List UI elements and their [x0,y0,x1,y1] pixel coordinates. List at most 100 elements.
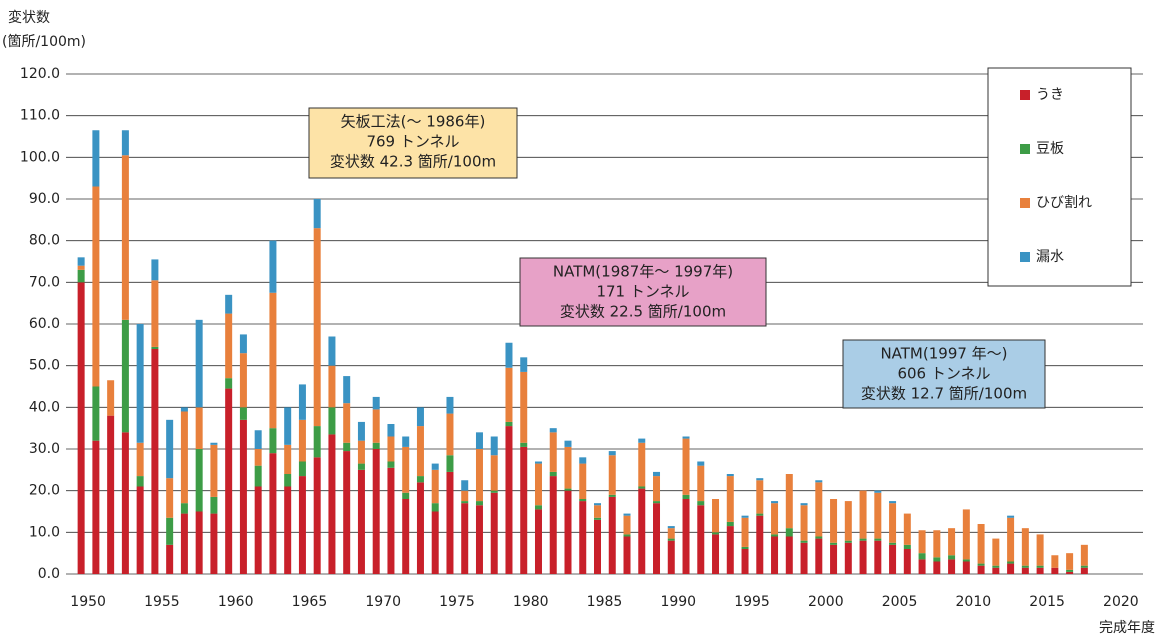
bar-segment [372,449,380,574]
bar-segment [962,509,970,560]
bar-segment [239,353,247,408]
bar-segment [210,496,218,514]
y-tick-label: 50.0 [29,358,60,374]
bar-segment [136,486,144,574]
x-tick-label: 1980 [513,594,549,610]
bar-segment [844,501,852,541]
bar-segment [859,538,867,541]
bar-segment [534,505,542,510]
bar-segment [446,413,454,456]
bar-segment [889,503,897,543]
x-tick-label: 2015 [1029,594,1065,610]
bar-segment [475,432,483,449]
annotation-text: NATM(1987年〜 1997年) [553,263,733,281]
bar-segment [903,513,911,545]
bar-segment [284,444,292,474]
bar-segment [416,407,424,427]
bar-segment [387,467,395,574]
bar-segment [830,544,838,574]
x-tick-label: 1950 [70,594,106,610]
bar-segment [771,503,779,535]
bar-segment [343,442,351,452]
bar-segment [166,419,174,479]
y-axis-label: 変状数 [8,9,50,26]
bar-segment [579,499,587,502]
bar-segment [225,388,233,574]
bar-segment [741,517,749,547]
bar-segment [151,280,159,347]
bar-segment [121,319,129,433]
bar-segment [269,292,277,429]
bar-segment [92,440,100,574]
bar-segment [136,442,144,477]
bar-segment [77,265,85,270]
bar-segment [387,424,395,437]
bar-segment [682,494,690,499]
bar-segment [328,407,336,435]
bar-segment [180,407,188,412]
bar-segment [815,482,823,537]
bar-segment [490,455,498,491]
bar-segment [461,490,469,502]
bar-segment [298,461,306,477]
bar-segment [741,515,749,518]
bar-segment [505,426,513,574]
y-tick-label: 110.0 [20,108,60,124]
bar-segment [564,488,572,491]
bar-segment [667,526,675,529]
bar-segment [225,294,233,314]
bar-segment [830,542,838,545]
bar-segment [77,282,85,574]
bar-segment [180,411,188,504]
bar-segment [520,357,528,372]
bar-segment [977,524,985,564]
bar-segment [623,515,631,535]
bar-segment [520,442,528,447]
bar-segment [313,199,321,229]
bar-segment [785,528,793,537]
legend-label: うき [1036,87,1064,103]
x-tick-label: 2005 [882,594,918,610]
bar-segment [667,528,675,539]
bar-segment [594,519,601,574]
bar-segment [416,476,424,483]
bar-segment [210,444,218,497]
bar-segment [1021,567,1029,574]
bar-segment [239,419,247,574]
bar-segment [608,451,616,456]
bar-segment [549,471,557,477]
bar-segment [372,442,380,449]
bar-segment [623,534,631,537]
bar-segment [608,496,616,574]
bar-segment [298,476,306,574]
x-axis-label: 完成年度 [1099,620,1155,636]
bar-segment [948,559,956,574]
bar-segment [121,155,129,320]
bar-segment [948,528,956,556]
bar-segment [505,367,513,422]
bar-segment [992,567,1000,574]
bar-segment [1051,567,1059,574]
bar-segment [1080,544,1088,566]
bar-segment [638,486,646,489]
bar-segment [490,490,498,493]
y-tick-label: 40.0 [29,399,60,415]
bar-segment [225,378,233,389]
bar-segment [977,563,985,566]
bar-segment [594,517,601,520]
bar-segment [402,436,410,447]
bar-segment [962,561,970,574]
bar-segment [815,480,823,483]
bar-segment [992,538,1000,566]
bar-segment [800,503,808,506]
bar-segment [667,538,675,541]
bar-segment [844,542,852,574]
bar-segment [815,536,823,539]
x-tick-label: 1995 [734,594,770,610]
x-tick-label: 1955 [144,594,180,610]
bar-segment [756,515,764,574]
y-tick-label: 30.0 [29,441,60,457]
bar-segment [771,501,779,504]
